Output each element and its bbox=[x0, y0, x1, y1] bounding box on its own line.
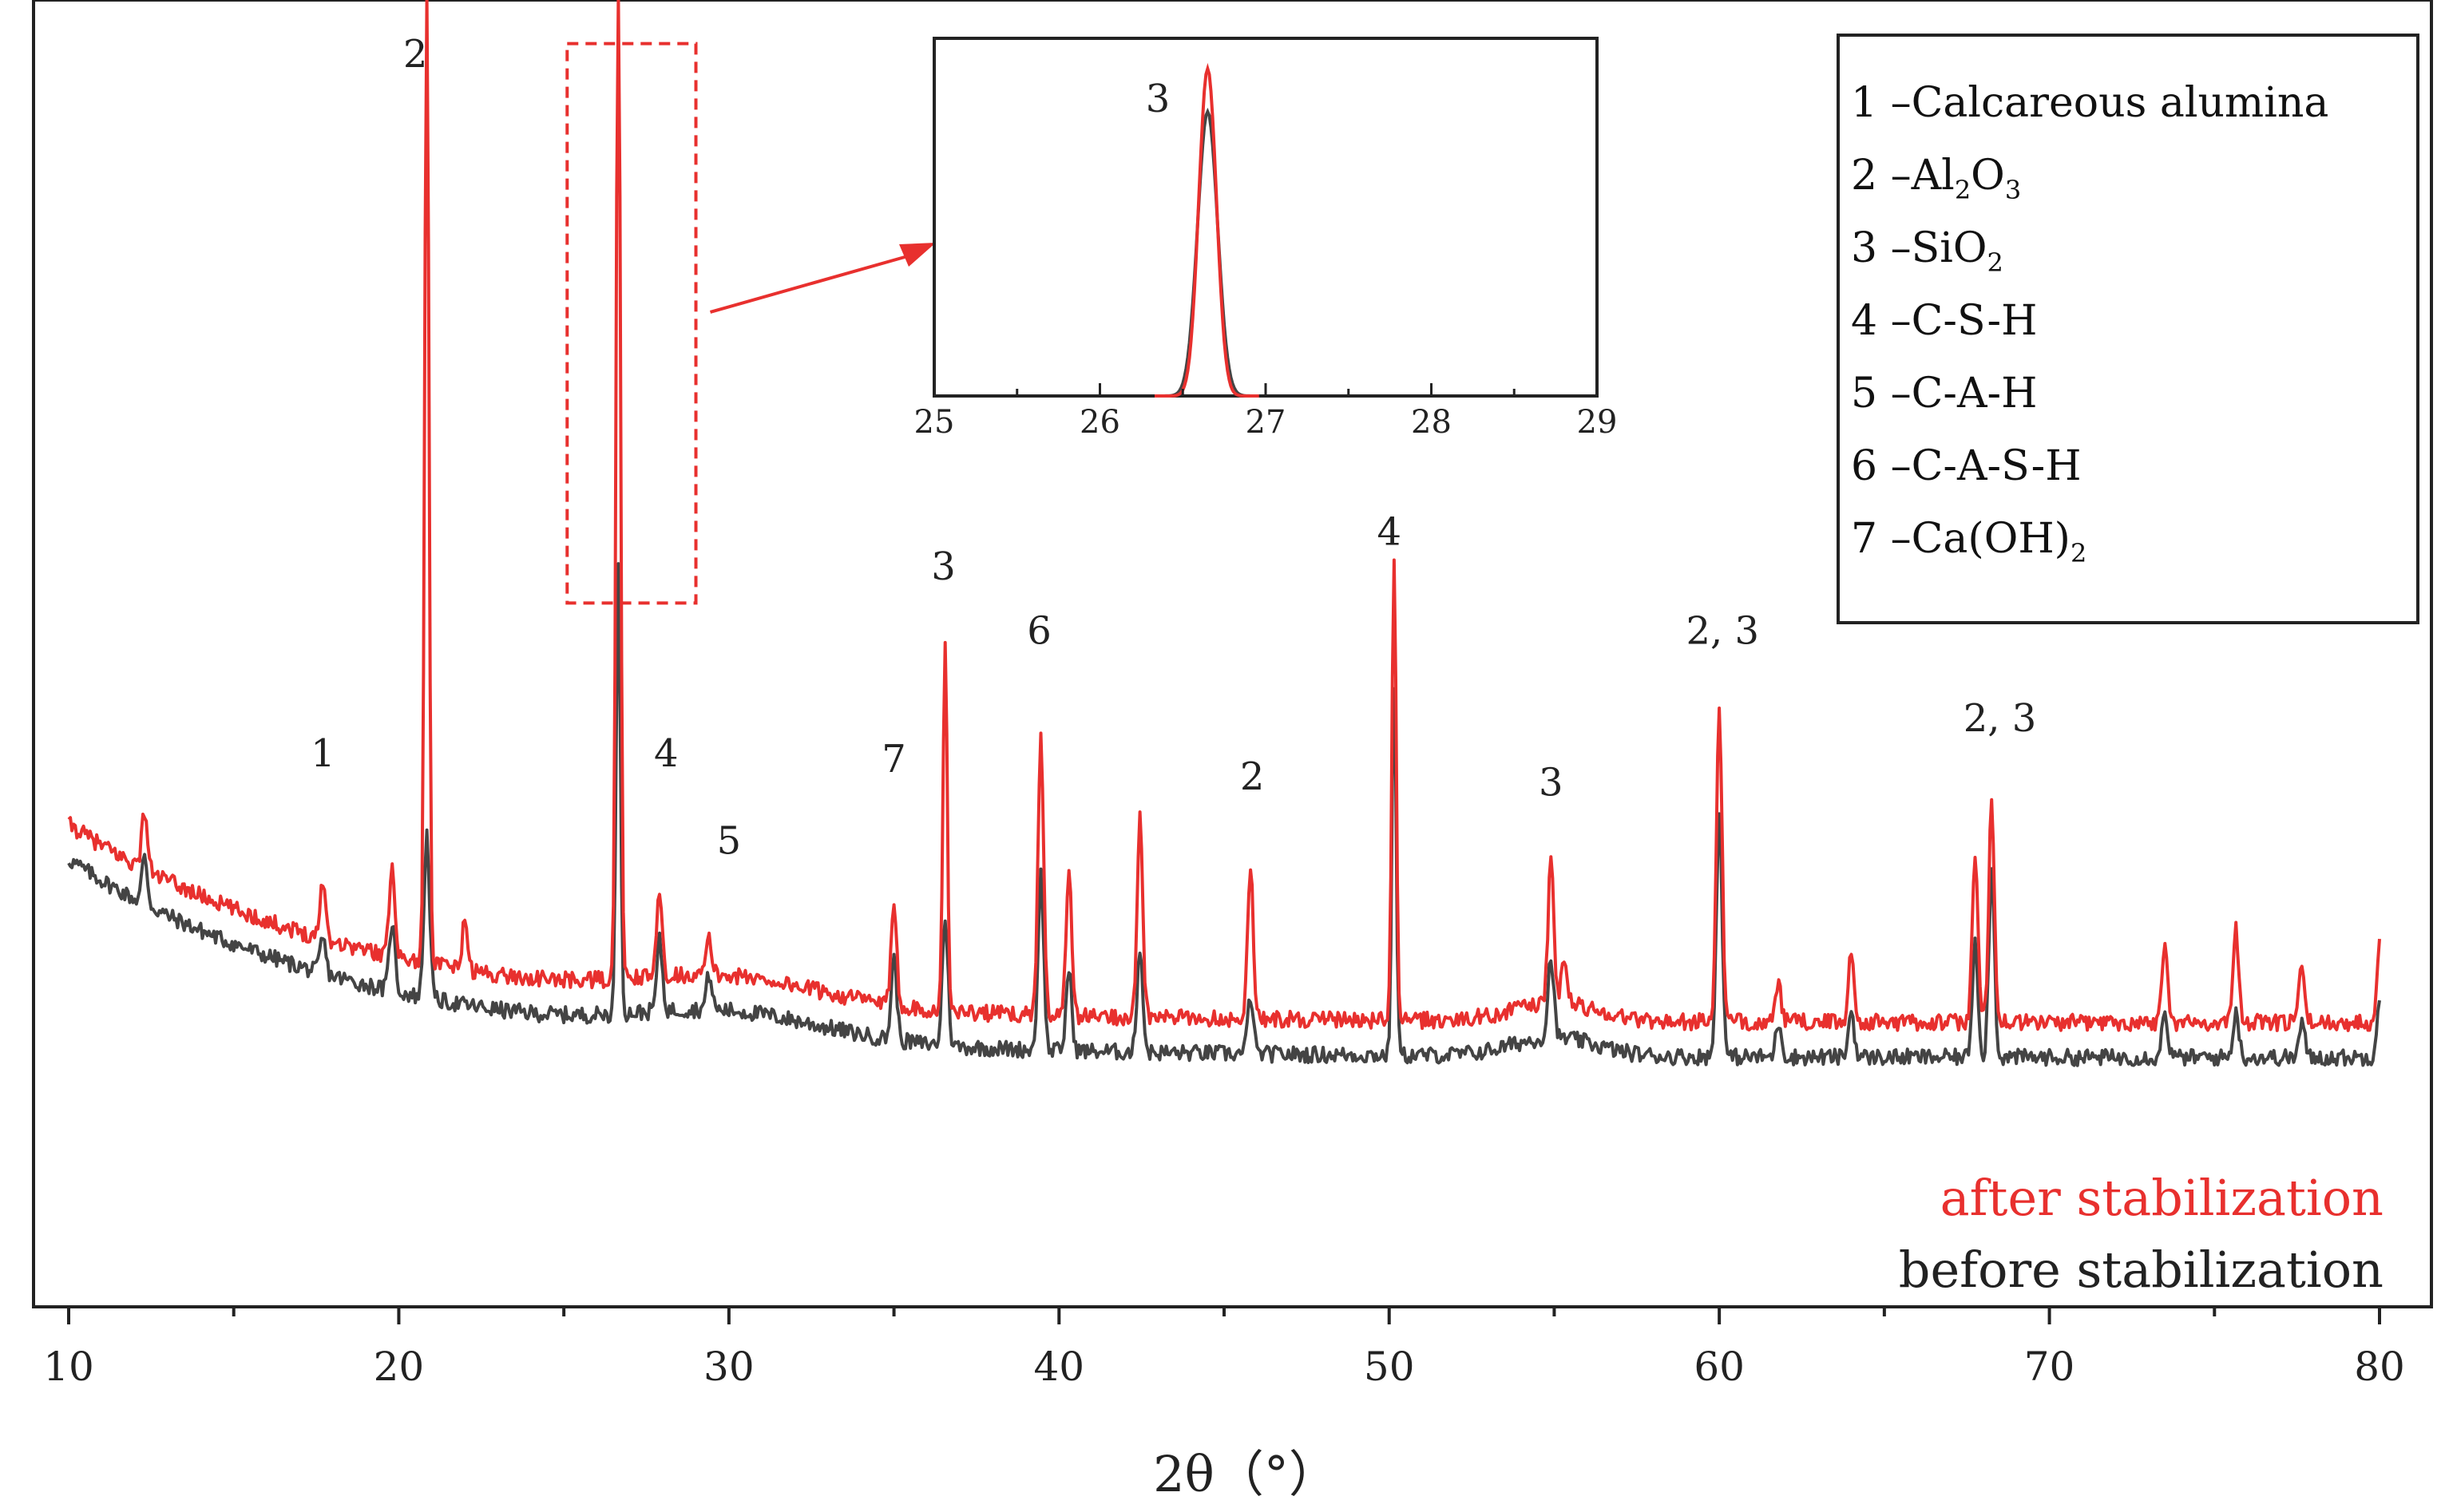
inset-tick-label: 26 bbox=[1080, 404, 1120, 441]
highlight-region bbox=[565, 42, 936, 605]
legend: 1 –Calcareous alumina 2 –Al2O3 3 –SiO2 4 –C… bbox=[1837, 34, 2419, 624]
x-tick-label: 60 bbox=[1694, 1344, 1745, 1390]
x-tick-label: 50 bbox=[1364, 1344, 1415, 1390]
inset-tick-label: 27 bbox=[1246, 404, 1286, 441]
series-after-stabilization bbox=[67, 0, 2381, 1032]
x-axis: 10 20 30 40 50 60 70 80 bbox=[43, 1307, 2405, 1390]
legend-entry: 4 –C-S-H bbox=[1851, 297, 2037, 345]
inset-x-axis: 25 26 27 28 29 bbox=[914, 383, 1618, 441]
peak-annotation: 2 bbox=[1240, 754, 1265, 799]
peak-annotation: 2, 3 bbox=[1964, 696, 2037, 741]
plot-frame bbox=[32, 0, 2433, 1308]
x-tick-label: 80 bbox=[2354, 1344, 2405, 1390]
peak-annotation: 3 bbox=[931, 544, 956, 589]
peak-annotation: 6 bbox=[1027, 609, 1052, 654]
peak-annotation: 3 bbox=[1539, 760, 1563, 805]
inset-tick-label: 28 bbox=[1411, 404, 1452, 441]
peak-annotation: 7 bbox=[882, 737, 906, 782]
legend-entry: 6 –C-A-S-H bbox=[1851, 442, 2082, 490]
peak-annotation: 2 bbox=[403, 32, 428, 77]
peak-annotation: 4 bbox=[654, 731, 679, 776]
x-tick-label: 30 bbox=[703, 1344, 755, 1390]
peak-annotation: 1 bbox=[311, 731, 335, 776]
peak-annotation: 4 bbox=[1377, 509, 1401, 554]
inset-tick-label: 29 bbox=[1577, 404, 1618, 441]
peak-annotation: 5 bbox=[717, 818, 742, 863]
peak-annotation: 2, 3 bbox=[1686, 609, 1759, 654]
x-axis-label: 2θ（°） bbox=[1153, 1445, 1338, 1503]
zoom-arrow-line bbox=[709, 254, 911, 314]
x-tick-label: 10 bbox=[43, 1344, 94, 1390]
series-line bbox=[67, 0, 2381, 1032]
x-tick-label: 20 bbox=[374, 1344, 425, 1390]
legend-entry: 1 –Calcareous alumina bbox=[1851, 79, 2328, 127]
zoom-arrow-head bbox=[899, 243, 936, 267]
series-label-before: before stabilization bbox=[1899, 1241, 2384, 1299]
x-tick-label: 40 bbox=[1033, 1344, 1084, 1390]
legend-entry: 2 –Al2O3 bbox=[1851, 152, 2021, 205]
legend-entry: 5 –C-A-H bbox=[1851, 370, 2037, 418]
highlight-dashed-box bbox=[565, 42, 698, 605]
inset-tick-label: 25 bbox=[914, 404, 955, 441]
inset-peak-label: 3 bbox=[1146, 77, 1171, 121]
inset-peak-line bbox=[1155, 62, 1259, 398]
inset-frame bbox=[933, 37, 1599, 398]
series-label-after: after stabilization bbox=[1940, 1169, 2384, 1227]
legend-frame bbox=[1837, 34, 2419, 624]
legend-entry: 3 –SiO2 bbox=[1851, 224, 2003, 278]
x-tick-label: 70 bbox=[2024, 1344, 2075, 1390]
inset-series bbox=[1155, 62, 1259, 398]
inset-zoom-panel: 25 26 27 28 29 3 bbox=[914, 37, 1618, 441]
legend-entry: 7 –Ca(OH)2 bbox=[1851, 515, 2086, 568]
